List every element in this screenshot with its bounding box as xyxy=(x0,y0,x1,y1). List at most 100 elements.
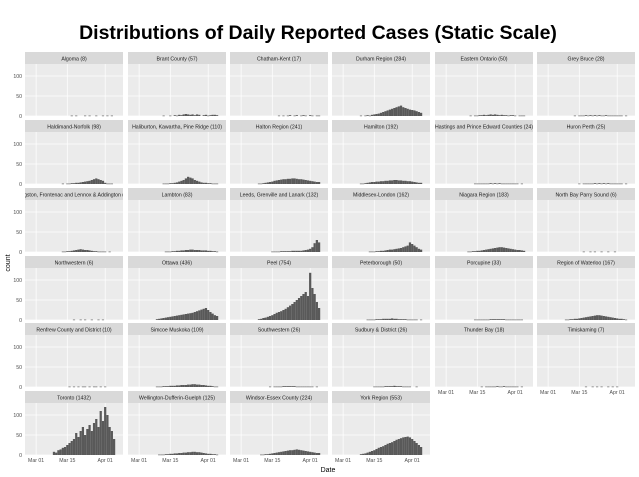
histogram-bar xyxy=(202,385,205,387)
histogram-bar xyxy=(415,111,418,116)
histogram-bar xyxy=(189,384,192,387)
histogram-bar xyxy=(215,386,219,388)
histogram-bar xyxy=(496,247,499,252)
histogram-bar xyxy=(384,318,387,320)
histogram-bar xyxy=(171,316,174,320)
histogram-bar xyxy=(90,431,93,455)
histogram-bar xyxy=(478,319,481,321)
histogram-bar xyxy=(266,454,269,455)
histogram-bar xyxy=(200,309,203,320)
histogram-bar xyxy=(72,439,76,455)
facet-panel: Hastings and Prince Edward Counties (24) xyxy=(435,120,533,185)
histogram-bar xyxy=(90,180,93,184)
histogram-bar xyxy=(480,250,483,252)
histogram-bar xyxy=(382,386,385,388)
histogram-bar xyxy=(260,318,263,320)
histogram-bar xyxy=(273,386,276,388)
histogram-bar xyxy=(413,441,416,455)
histogram-bar xyxy=(99,411,102,455)
facet-strip-label: Niagara Region (183) xyxy=(459,193,509,199)
x-tick-label: Mar 15 xyxy=(162,458,178,464)
histogram-bar xyxy=(160,454,163,456)
histogram-bar xyxy=(593,251,597,253)
facet-strip xyxy=(332,323,430,335)
histogram-bar xyxy=(500,319,503,320)
y-tick-label: 100 xyxy=(13,74,22,80)
histogram-bar xyxy=(277,452,281,455)
facet-panel: North Bay Parry Sound (6) xyxy=(537,188,635,253)
histogram-bar xyxy=(162,318,165,320)
histogram-bar xyxy=(184,385,188,387)
facet-strip xyxy=(332,120,430,132)
histogram-bar xyxy=(404,437,407,455)
facet-strip xyxy=(128,52,226,64)
histogram-bar xyxy=(584,317,588,320)
histogram-bar xyxy=(257,319,261,320)
histogram-bar xyxy=(373,114,376,116)
histogram-bar xyxy=(602,316,605,320)
histogram-bar xyxy=(171,183,174,184)
histogram-bar xyxy=(500,386,503,388)
histogram-bar xyxy=(516,183,519,185)
histogram-bar xyxy=(84,181,87,184)
facet-strip-label: Algoma (8) xyxy=(61,57,87,63)
histogram-bar xyxy=(195,250,199,252)
histogram-bar xyxy=(402,107,405,116)
histogram-bar xyxy=(191,384,194,387)
histogram-bar xyxy=(309,386,312,388)
histogram-bar xyxy=(395,386,398,387)
facet-plot-area xyxy=(25,200,123,252)
histogram-bar xyxy=(191,249,194,252)
histogram-bar xyxy=(317,308,321,320)
x-tick-label: Mar 01 xyxy=(335,458,351,464)
histogram-bar xyxy=(169,316,172,320)
histogram-bar xyxy=(607,115,610,117)
histogram-bar xyxy=(306,180,310,184)
facet-strip xyxy=(128,323,226,335)
histogram-bar xyxy=(75,433,78,455)
histogram-bar xyxy=(169,453,172,455)
histogram-bar xyxy=(99,180,102,184)
histogram-bar xyxy=(204,114,208,116)
histogram-bar xyxy=(171,453,174,455)
histogram-bar xyxy=(408,109,412,116)
histogram-bar xyxy=(202,453,205,455)
y-tick-label: 50 xyxy=(16,298,22,304)
histogram-bar xyxy=(202,308,205,320)
histogram-bar xyxy=(391,386,394,387)
histogram-bar xyxy=(171,251,174,252)
histogram-bar xyxy=(404,180,407,184)
histogram-bar xyxy=(502,183,506,185)
histogram-bar xyxy=(609,183,612,185)
histogram-bar xyxy=(266,182,269,184)
histogram-bar xyxy=(399,438,403,455)
facet-strip xyxy=(128,188,226,200)
histogram-bar xyxy=(204,385,208,387)
histogram-bar xyxy=(480,319,483,321)
histogram-bar xyxy=(502,115,506,116)
histogram-bar xyxy=(313,294,316,320)
histogram-bar xyxy=(297,386,301,388)
histogram-bar xyxy=(498,115,501,116)
histogram-bar xyxy=(182,114,185,116)
histogram-bar xyxy=(211,313,214,320)
histogram-bar xyxy=(182,314,185,320)
histogram-bar xyxy=(582,251,585,253)
histogram-bar xyxy=(309,115,312,116)
facet-panel: Halton Region (241) xyxy=(230,120,328,185)
facet-panel: Haliburton, Kawartha, Pine Ridge (110) xyxy=(128,120,226,185)
histogram-bar xyxy=(271,453,274,455)
facet-strip-label: Grey Bruce (28) xyxy=(568,57,605,63)
histogram-bar xyxy=(388,443,392,455)
histogram-bar xyxy=(370,182,374,184)
histogram-bar xyxy=(413,319,416,321)
histogram-bar xyxy=(516,386,519,388)
facet-panel: Leeds, Grenville and Lanark (132) xyxy=(230,188,328,253)
histogram-bar xyxy=(373,386,376,388)
histogram-bar xyxy=(413,182,416,184)
histogram-bar xyxy=(257,183,261,185)
histogram-bar xyxy=(402,247,405,252)
histogram-bar xyxy=(596,183,599,185)
histogram-bar xyxy=(180,180,183,184)
histogram-bar xyxy=(289,115,292,116)
